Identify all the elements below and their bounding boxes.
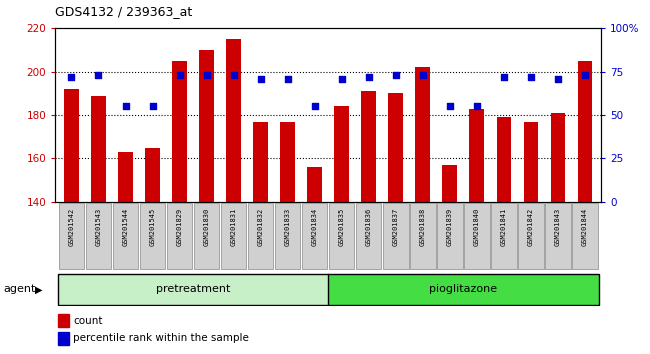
FancyBboxPatch shape (302, 203, 328, 269)
Bar (280, 121, 295, 202)
Text: GSM201832: GSM201832 (257, 208, 264, 246)
Text: GSM201839: GSM201839 (447, 208, 453, 246)
Bar (551, 113, 566, 202)
FancyBboxPatch shape (464, 203, 489, 269)
Bar (523, 121, 538, 202)
Point (228, 72, 239, 78)
FancyBboxPatch shape (383, 203, 409, 269)
Text: GSM201835: GSM201835 (339, 208, 345, 246)
Point (418, 72, 428, 78)
Text: GSM201842: GSM201842 (528, 208, 534, 246)
Text: count: count (73, 316, 103, 326)
Bar (58, 332, 69, 345)
Point (499, 74, 509, 80)
Bar (254, 121, 268, 202)
FancyBboxPatch shape (491, 203, 517, 269)
Point (148, 103, 158, 109)
Text: GSM201830: GSM201830 (203, 208, 209, 246)
Point (120, 103, 131, 109)
Text: agent: agent (3, 284, 36, 295)
Text: GSM201542: GSM201542 (68, 208, 75, 246)
Bar (172, 61, 187, 202)
Text: GSM201844: GSM201844 (582, 208, 588, 246)
Point (309, 103, 320, 109)
Text: GSM201834: GSM201834 (312, 208, 318, 246)
Bar (118, 152, 133, 202)
Point (174, 72, 185, 78)
Text: GSM201831: GSM201831 (231, 208, 237, 246)
Point (472, 103, 482, 109)
Text: GSM201829: GSM201829 (177, 208, 183, 246)
Text: GSM201841: GSM201841 (501, 208, 507, 246)
Point (66, 74, 77, 80)
FancyBboxPatch shape (518, 203, 543, 269)
Bar (91, 96, 106, 202)
Point (202, 72, 212, 78)
Point (363, 74, 374, 80)
FancyBboxPatch shape (329, 203, 354, 269)
Text: GSM201843: GSM201843 (555, 208, 561, 246)
Point (552, 76, 563, 81)
Bar (58, 314, 69, 327)
Point (526, 74, 536, 80)
Point (391, 72, 401, 78)
Text: GSM201545: GSM201545 (150, 208, 155, 246)
Bar (443, 165, 458, 202)
Point (580, 72, 590, 78)
Text: ▶: ▶ (35, 284, 43, 295)
Text: percentile rank within the sample: percentile rank within the sample (73, 333, 249, 343)
Text: GSM201836: GSM201836 (366, 208, 372, 246)
FancyBboxPatch shape (410, 203, 436, 269)
FancyBboxPatch shape (573, 203, 598, 269)
FancyBboxPatch shape (167, 203, 192, 269)
FancyBboxPatch shape (248, 203, 274, 269)
Point (445, 103, 455, 109)
Bar (64, 89, 79, 202)
Text: GSM201833: GSM201833 (285, 208, 291, 246)
Text: pioglitazone: pioglitazone (430, 284, 497, 295)
Text: GSM201838: GSM201838 (420, 208, 426, 246)
FancyBboxPatch shape (140, 203, 165, 269)
Bar (361, 91, 376, 202)
Bar (307, 167, 322, 202)
Bar (334, 106, 349, 202)
FancyBboxPatch shape (86, 203, 111, 269)
Point (255, 76, 266, 81)
Bar (58, 274, 328, 304)
Bar (497, 117, 512, 202)
Text: GSM201543: GSM201543 (96, 208, 101, 246)
Point (283, 76, 293, 81)
FancyBboxPatch shape (113, 203, 138, 269)
Point (94, 72, 104, 78)
FancyBboxPatch shape (356, 203, 382, 269)
Bar (389, 93, 403, 202)
FancyBboxPatch shape (221, 203, 246, 269)
FancyBboxPatch shape (194, 203, 219, 269)
FancyBboxPatch shape (275, 203, 300, 269)
Bar (328, 274, 599, 304)
Text: GSM201544: GSM201544 (123, 208, 129, 246)
Bar (415, 67, 430, 202)
FancyBboxPatch shape (58, 203, 84, 269)
Point (337, 76, 347, 81)
FancyBboxPatch shape (545, 203, 571, 269)
Bar (578, 61, 592, 202)
Bar (226, 39, 241, 202)
Bar (469, 109, 484, 202)
Bar (145, 148, 160, 202)
Bar (199, 50, 214, 202)
Text: pretreatment: pretreatment (156, 284, 230, 295)
Text: GDS4132 / 239363_at: GDS4132 / 239363_at (55, 5, 192, 18)
FancyBboxPatch shape (437, 203, 463, 269)
Text: GSM201840: GSM201840 (474, 208, 480, 246)
Text: GSM201837: GSM201837 (393, 208, 399, 246)
